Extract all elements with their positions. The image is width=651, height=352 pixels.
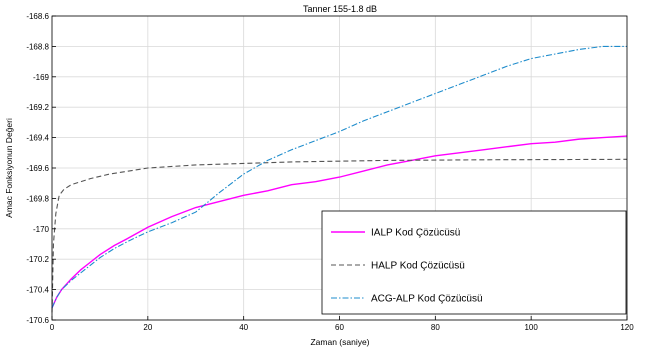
y-tick-label: -170.2 (26, 255, 49, 264)
series-layer (51, 45, 628, 313)
x-tick-label: 20 (143, 323, 152, 332)
x-tick-label: 100 (524, 323, 538, 332)
y-tick-label: -170.4 (26, 286, 49, 295)
legend-box (321, 210, 627, 315)
x-axis-label: Zaman (saniye) (310, 337, 369, 347)
series-line-3 (51, 45, 627, 309)
legend-label: IALP Kod Çözücüsü (371, 228, 460, 239)
legend-label: ACG-ALP Kod Çözücüsü (371, 294, 483, 305)
series-line-1 (51, 135, 628, 309)
chart-title: Tanner 155-1.8 dB (303, 4, 377, 14)
x-tick-label: 120 (620, 323, 634, 332)
legend-label: HALP Kod Çözücüsü (371, 261, 465, 272)
y-tick-label: -168.8 (26, 42, 49, 51)
y-tick-label: -169.6 (26, 164, 49, 173)
x-tick-label: 60 (335, 323, 344, 332)
y-axis-label: Amac Fonksiyonun Değeri (4, 118, 14, 218)
y-tick-label: -170 (33, 225, 50, 234)
y-tick-label: -169.4 (26, 134, 49, 143)
axis-ticks: 0 20 40 60 80 100 120 -168.6 -168.8 -169 -169.2 -16… (26, 12, 634, 332)
y-tick-label: -168.6 (26, 12, 49, 21)
x-tick-label: 40 (239, 323, 248, 332)
series-line-2 (51, 158, 628, 313)
x-tick-label: 0 (50, 323, 55, 332)
y-tick-label: -169.2 (26, 103, 49, 112)
y-tick-label: -170.6 (26, 316, 49, 325)
y-tick-label: -169 (33, 73, 50, 82)
x-tick-label: 80 (431, 323, 440, 332)
y-tick-label: -169.8 (26, 194, 49, 203)
legend: IALP Kod Çözücüsü HALP Kod Çözücüsü ACG-AL… (321, 210, 627, 315)
